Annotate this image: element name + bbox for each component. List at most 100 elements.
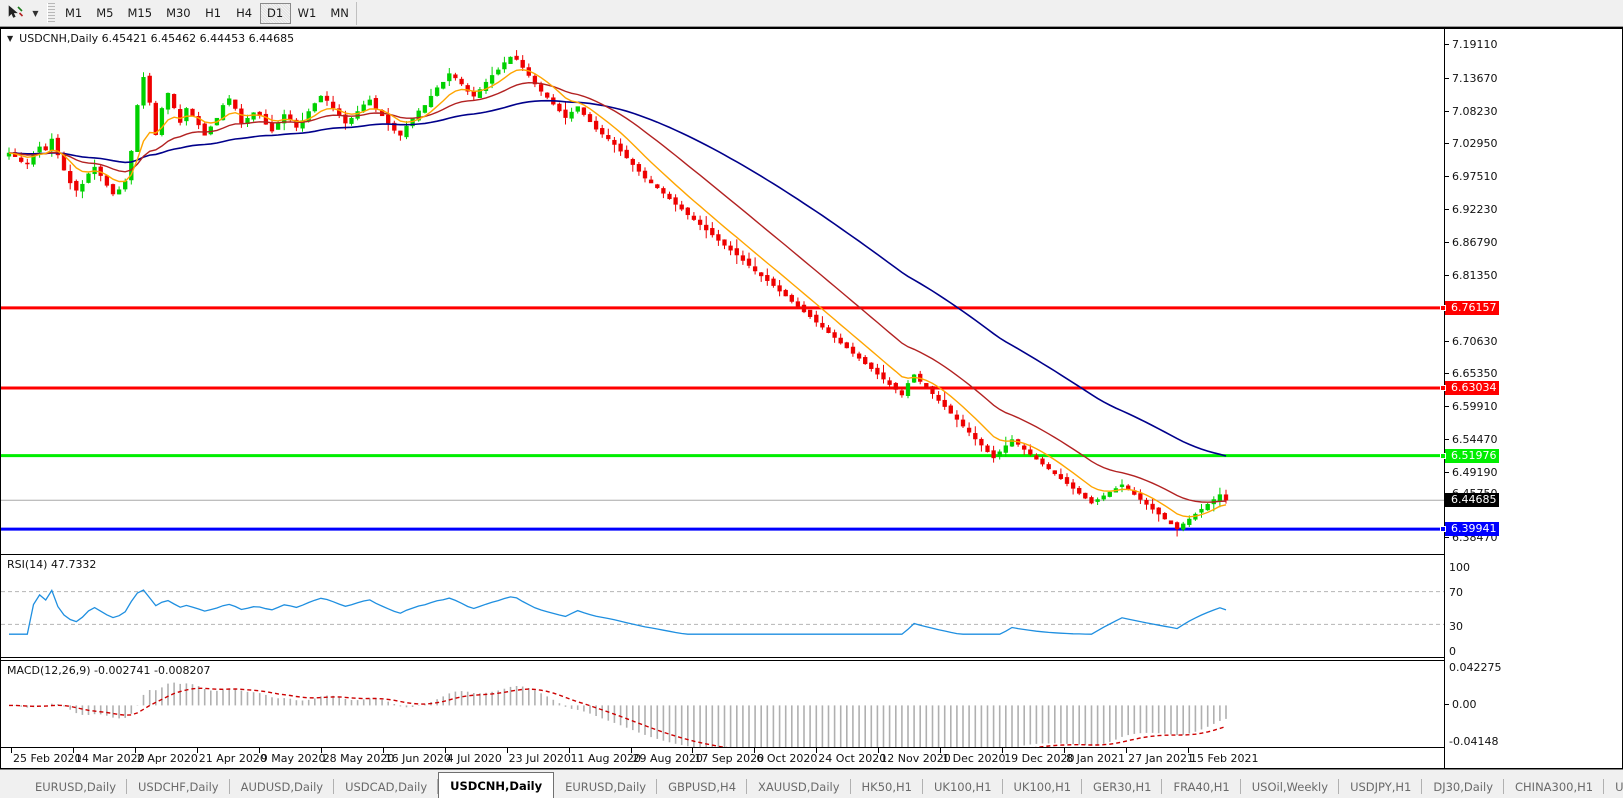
- chart-tab-eurusd-daily[interactable]: EURUSD,Daily: [24, 775, 127, 798]
- chart-tab-dj30-daily[interactable]: DJ30,Daily: [1422, 775, 1504, 798]
- date-tick-label: 25 Feb 2020: [13, 752, 82, 765]
- date-tick-label: 29 Aug 2020: [632, 752, 703, 765]
- date-tick-mark: [506, 748, 508, 753]
- date-tick-mark: [878, 748, 880, 753]
- chart-tab-usdjpy-h1[interactable]: USDJPY,H1: [1339, 775, 1423, 798]
- price-tick-label: 7.02950: [1452, 137, 1498, 151]
- timeframe-button-mn[interactable]: MN: [330, 6, 349, 20]
- chart-tab-uk100-h1[interactable]: UK100,H1: [923, 775, 1003, 798]
- timeframe-button-h1[interactable]: H1: [205, 6, 222, 20]
- price-tick-mark: [1445, 110, 1449, 112]
- price-tick-label: 6.70630: [1452, 334, 1498, 348]
- chart-tab-audusd-daily[interactable]: AUDUSD,Daily: [230, 775, 335, 798]
- timeframe-button-m1[interactable]: M1: [65, 6, 83, 20]
- rsi-tick-label: 100: [1449, 561, 1470, 574]
- price-tick-label: 7.19110: [1452, 38, 1498, 52]
- date-tick-mark: [1126, 748, 1128, 753]
- price-scale[interactable]: 7.19110 7.13670 7.08230 7.02950 6.97510 6.922…: [1440, 29, 1622, 768]
- date-tick-label: 9 May 2020: [260, 752, 326, 765]
- chart-tab-china300-h1[interactable]: CHINA300,H1: [1504, 775, 1605, 798]
- date-tick-mark: [1002, 748, 1004, 753]
- price-pane[interactable]: ▼ USDCNH,Daily 6.45421 6.45462 6.44453 6…: [1, 29, 1444, 552]
- date-tick-mark: [816, 748, 818, 753]
- chart-tab-usdcnh-daily[interactable]: USDCNH,Daily: [438, 772, 555, 798]
- chart-tab-usoil-weekly[interactable]: USOil,Weekly: [1241, 775, 1340, 798]
- level-handle[interactable]: [1440, 526, 1446, 533]
- cursor-tools-icon[interactable]: [3, 2, 29, 24]
- date-tick-label: 19 Dec 2020: [1004, 752, 1075, 765]
- price-tick-mark: [1445, 492, 1449, 494]
- chart-symbol-text: USDCNH,Daily 6.45421 6.45462 6.44453 6.4…: [19, 32, 295, 45]
- chart-tab-gbpusd-h4[interactable]: GBPUSD,H4: [657, 775, 747, 798]
- price-tick-label: 7.08230: [1452, 104, 1498, 118]
- date-tick-label: 6 Oct 2020: [756, 752, 818, 765]
- price-badge-resistance-1[interactable]: 6.76157: [1440, 300, 1499, 315]
- chart-collapse-caret-icon[interactable]: ▼: [7, 34, 14, 43]
- timeframe-button-m5[interactable]: M5: [96, 6, 114, 20]
- price-tick-mark: [1445, 77, 1449, 79]
- price-candles: [1, 50, 1444, 537]
- timeframe-button-d1[interactable]: D1: [259, 2, 291, 24]
- price-tick-label: 6.49190: [1452, 465, 1498, 479]
- timeframe-button-w1[interactable]: W1: [297, 6, 317, 20]
- date-tick-mark: [692, 748, 694, 753]
- timeframe-button-m30[interactable]: M30: [166, 6, 191, 20]
- date-tick-label: 1 Dec 2020: [942, 752, 1006, 765]
- date-tick-mark: [11, 748, 12, 753]
- price-tick-mark: [1445, 44, 1449, 46]
- date-tick-label: 12 Nov 2020: [880, 752, 951, 765]
- date-tick-label: 4 Jul 2020: [446, 752, 502, 765]
- price-tick-mark: [1445, 406, 1449, 408]
- chart-tab-usdchf-daily[interactable]: USDCHF,Daily: [127, 775, 230, 798]
- top-toolbar: ▼ M1 M5 M15 M30 H1 H4 D1 W1 MN: [0, 0, 1623, 27]
- chart-tab-hk50-h1[interactable]: HK50,H1: [851, 775, 924, 798]
- rsi-title: RSI(14) 47.7332: [7, 558, 97, 571]
- date-tick-mark: [72, 748, 74, 753]
- date-tick-mark: [1064, 748, 1066, 753]
- price-tick-label: 6.54470: [1452, 433, 1498, 447]
- price-tick-mark: [1445, 176, 1449, 178]
- chart-symbol-label: ▼ USDCNH,Daily 6.45421 6.45462 6.44453 6…: [7, 32, 294, 45]
- level-handle[interactable]: [1440, 452, 1446, 459]
- date-tick-label: 28 May 2020: [322, 752, 395, 765]
- date-tick-label: 24 Oct 2020: [818, 752, 887, 765]
- toolbar-dropdown-caret-icon[interactable]: ▼: [32, 8, 39, 18]
- price-tick-mark: [1445, 241, 1449, 243]
- date-tick-label: 2 Apr 2020: [136, 752, 198, 765]
- rsi-tick-label: 30: [1449, 619, 1463, 633]
- price-tick-mark: [1445, 340, 1449, 342]
- price-badge-support-1[interactable]: 6.51976: [1440, 448, 1499, 463]
- level-handle[interactable]: [1440, 385, 1446, 392]
- price-tick-mark: [1445, 471, 1449, 473]
- macd-pane[interactable]: MACD(12,26,9) -0.002741 -0.008207: [1, 660, 1444, 750]
- date-tick-mark: [258, 748, 260, 753]
- price-badge-support-2[interactable]: 6.39941: [1440, 522, 1499, 537]
- date-tick-label: 21 Apr 2020: [198, 752, 267, 765]
- chart-tab-u[interactable]: U: [1604, 775, 1623, 798]
- date-tick-label: 14 Mar 2020: [74, 752, 145, 765]
- chart-tab-xauusd-daily[interactable]: XAUUSD,Daily: [747, 775, 851, 798]
- rsi-pane[interactable]: RSI(14) 47.7332: [1, 554, 1444, 658]
- date-tick-label: 8 Jan 2021: [1066, 752, 1126, 765]
- price-tick-label: 6.92230: [1452, 202, 1498, 216]
- timeframe-button-h4[interactable]: H4: [236, 6, 253, 20]
- toolbar-grip[interactable]: [47, 3, 55, 23]
- chart-tab-usdcad-daily[interactable]: USDCAD,Daily: [334, 775, 439, 798]
- price-tick-label: 7.13670: [1452, 71, 1498, 85]
- price-badge-resistance-2[interactable]: 6.63034: [1440, 381, 1499, 396]
- macd-tick-label: 0.042275: [1449, 661, 1502, 674]
- chart-tab-ger30-h1[interactable]: GER30,H1: [1082, 775, 1163, 798]
- date-tick-mark: [568, 748, 570, 753]
- chart-tab-eurusd-daily[interactable]: EURUSD,Daily: [554, 775, 658, 798]
- date-tick-label: 16 Jun 2020: [384, 752, 451, 765]
- price-tick-label: 6.86790: [1452, 235, 1498, 249]
- chart-tab-uk100-h1[interactable]: UK100,H1: [1003, 775, 1083, 798]
- date-tick-label: 27 Jan 2021: [1128, 752, 1195, 765]
- macd-title: MACD(12,26,9) -0.002741 -0.008207: [7, 664, 211, 677]
- level-handle[interactable]: [1440, 304, 1446, 311]
- price-tick-label: 6.59910: [1452, 400, 1498, 414]
- date-tick-label: 11 Aug 2020: [570, 752, 641, 765]
- timeframe-button-m15[interactable]: M15: [127, 6, 153, 20]
- price-tick-label: 6.81350: [1452, 269, 1498, 283]
- chart-tab-fra40-h1[interactable]: FRA40,H1: [1162, 775, 1242, 798]
